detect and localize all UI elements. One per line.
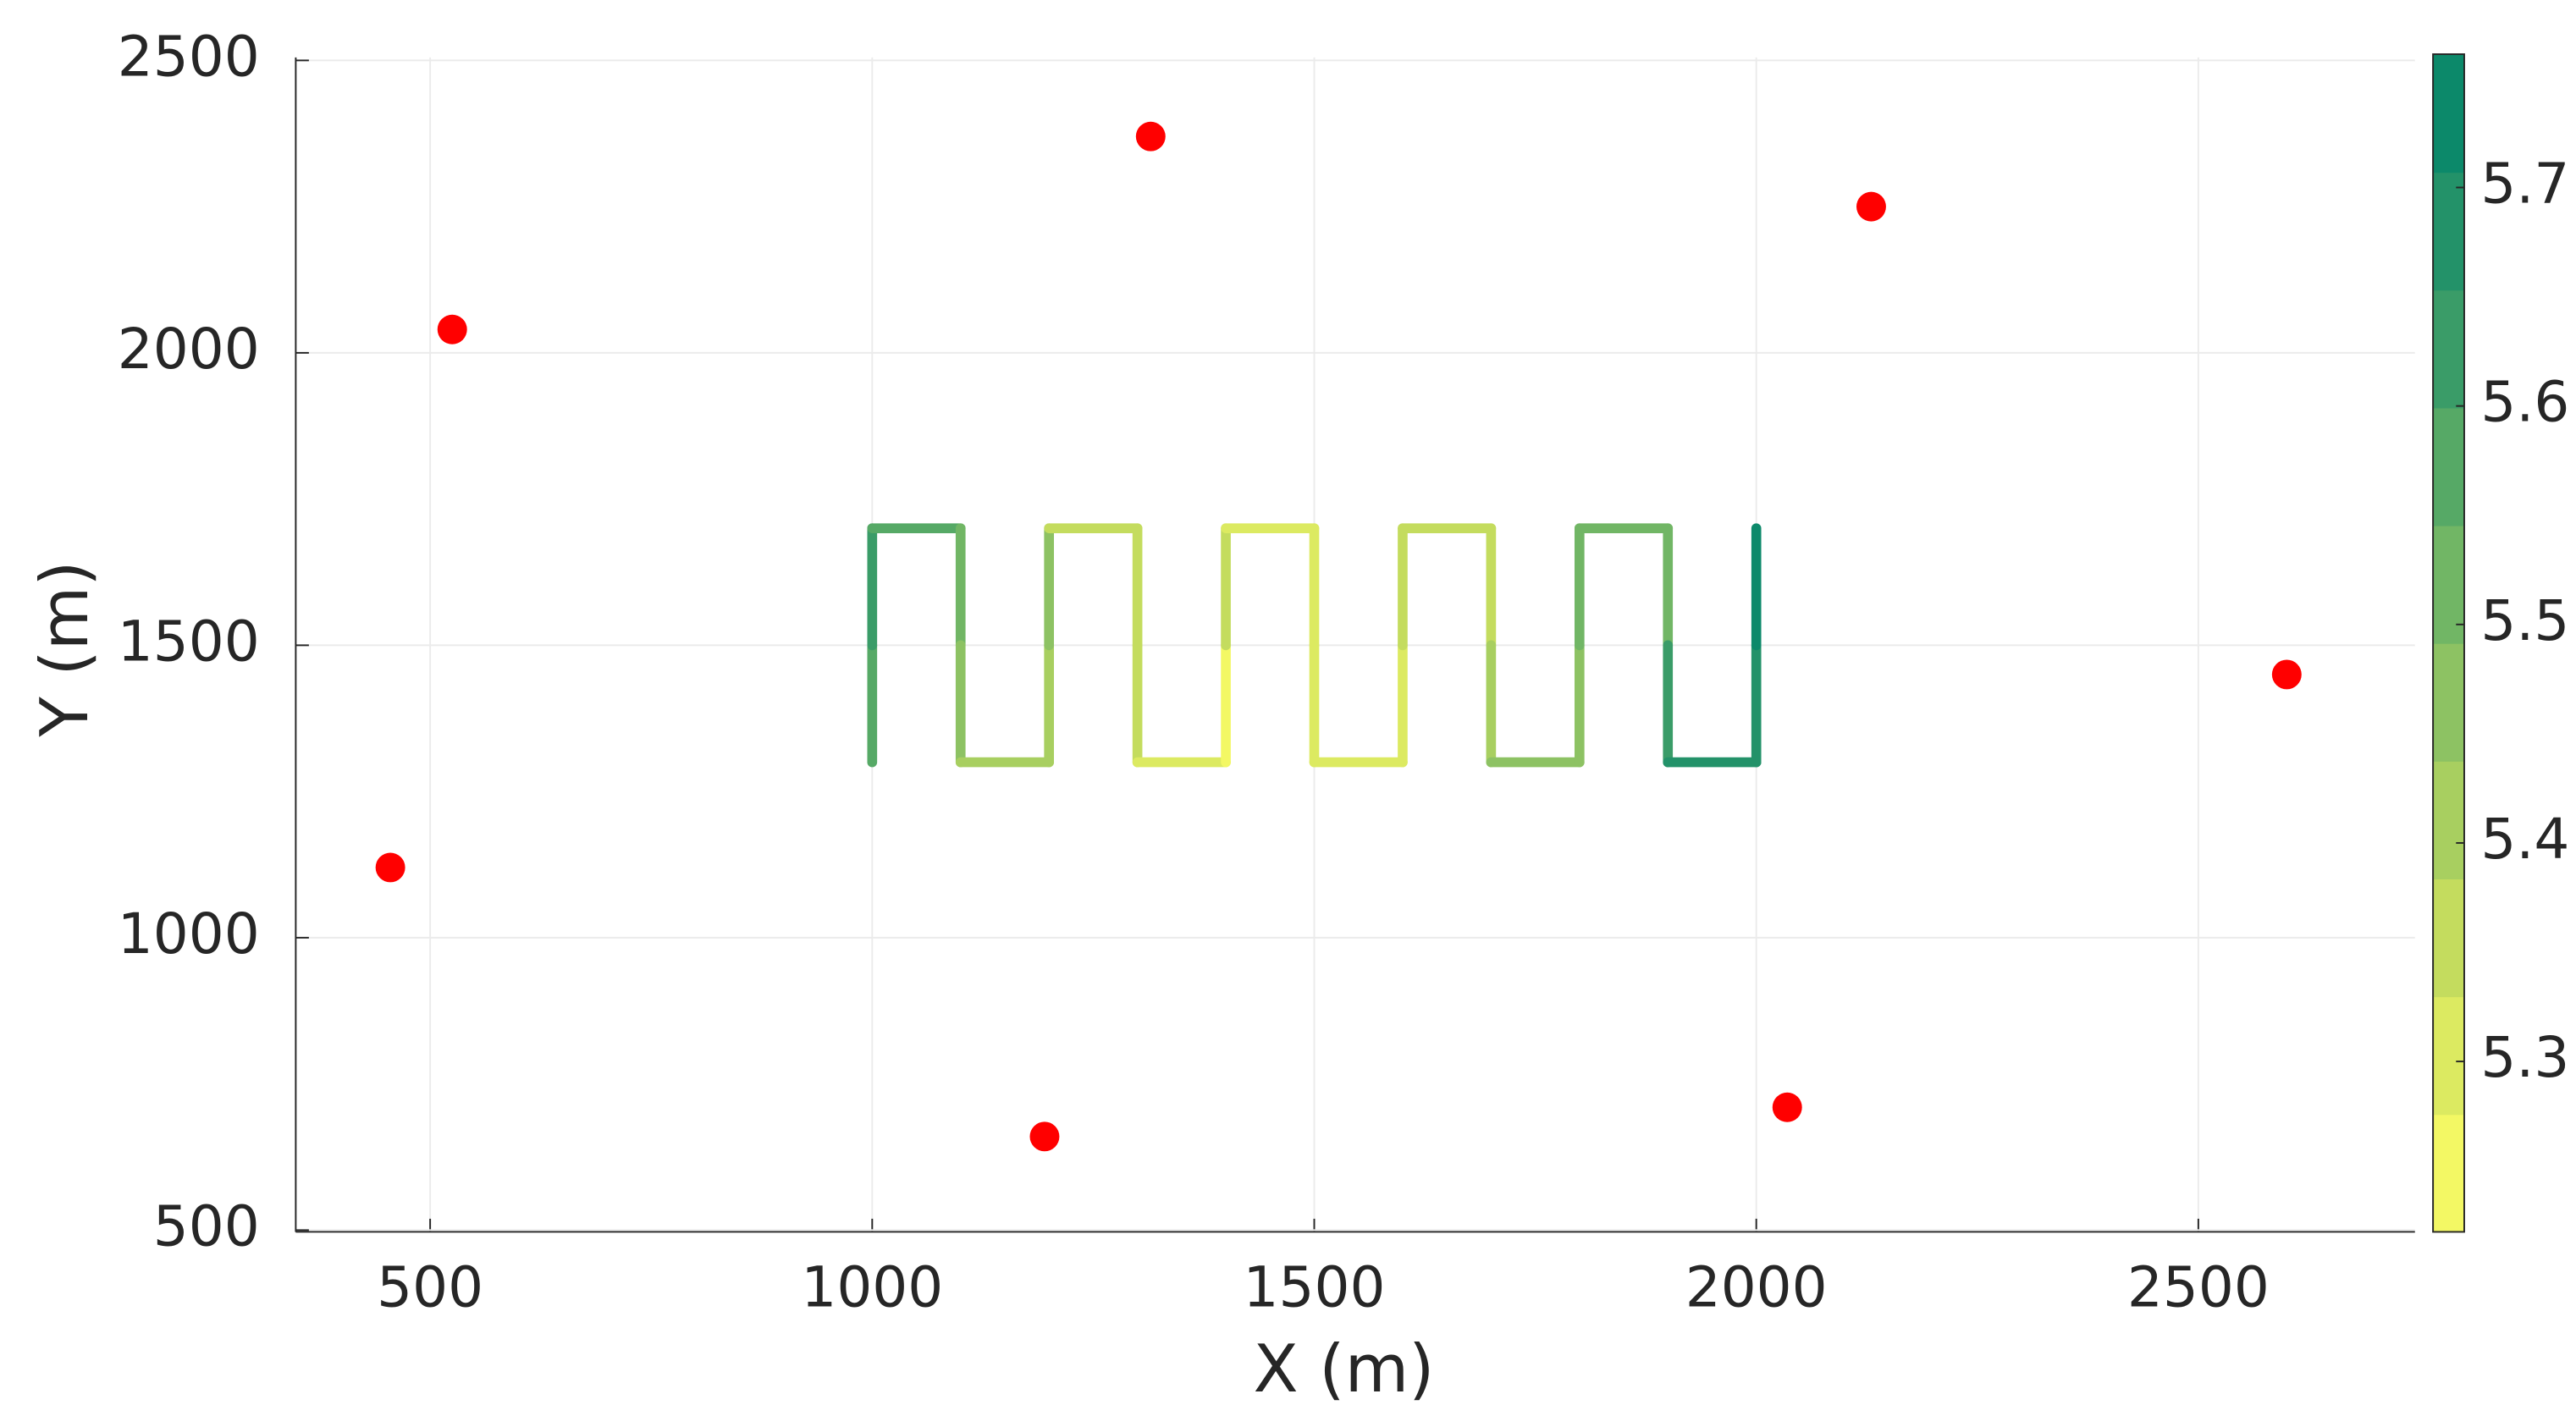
colorbar-level [2433,172,2464,291]
colorbar-level [2433,760,2464,880]
x-axis-label: X (m) [1253,1331,1434,1408]
y-tick-label: 500 [153,1193,260,1259]
y-tick-label: 2000 [118,317,260,382]
colorbar-level [2433,289,2464,409]
colorbar-level [2433,879,2464,998]
point [1772,1092,1802,1122]
x-tick-label: 1500 [1244,1254,1386,1320]
colorbar-level [2433,1114,2464,1233]
colorbar-level [2433,525,2464,644]
colorbar-level [2433,54,2464,174]
colorbar-frame [2432,53,2465,1233]
point [1029,1121,1060,1152]
colorbar-level [2433,996,2464,1116]
y-tick-label: 1500 [118,609,260,674]
x-tick-label: 500 [377,1254,483,1320]
y-tick-label: 2500 [118,24,260,89]
colorbar-tick-label: 5.3 [2480,1025,2569,1090]
colorbar-tick-label: 5.5 [2480,588,2569,653]
point [1135,121,1166,152]
colorbar-tick-label: 5.7 [2480,152,2569,217]
point [2271,659,2302,690]
y-tick-label: 1000 [118,901,260,967]
colorbar-level [2433,407,2464,526]
x-tick-label: 2000 [1685,1254,1828,1320]
point [1856,191,1886,222]
colorbar-level [2433,642,2464,762]
colorbar-tick-label: 5.4 [2480,807,2569,872]
colorbar-tick-label: 5.6 [2480,370,2569,435]
point [375,852,405,883]
point [437,314,467,344]
x-tick-label: 2500 [2127,1254,2270,1320]
y-axis-label: Y (m) [27,560,103,737]
x-tick-label: 1000 [801,1254,943,1320]
